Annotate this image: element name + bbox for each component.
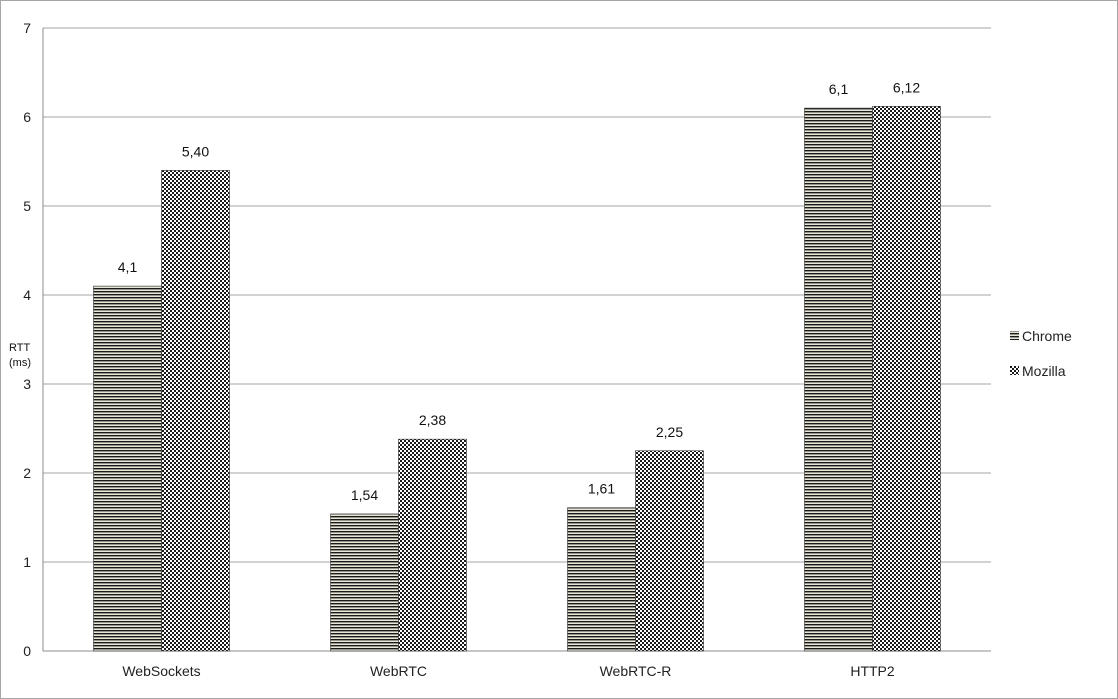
bars: [93, 106, 941, 652]
y-tick-label: 6: [23, 109, 31, 125]
category-labels: WebSockets WebRTC WebRTC-R HTTP2: [122, 663, 895, 679]
legend-swatch-mozilla: [1010, 366, 1019, 375]
y-tick-label: 2: [23, 465, 31, 481]
x-category-label: WebSockets: [122, 663, 200, 679]
bar-mozilla: [161, 170, 230, 652]
legend-item-chrome: Chrome: [1010, 328, 1072, 344]
bar-chrome: [567, 507, 636, 652]
legend-label-chrome: Chrome: [1022, 328, 1072, 344]
y-axis-title-line2: (ms): [9, 357, 31, 369]
y-tick-labels: 0 1 2 3 4 5 6 7: [23, 20, 31, 659]
data-label-mozilla: 2,25: [656, 424, 683, 440]
bar-chrome: [93, 285, 162, 652]
y-axis-title-line1: RTT: [9, 342, 30, 354]
y-tick-label: 1: [23, 554, 31, 570]
x-category-label: WebRTC-R: [600, 663, 672, 679]
data-label-mozilla: 5,40: [182, 143, 209, 159]
x-category-label: WebRTC: [370, 663, 427, 679]
legend: Chrome Mozilla: [1010, 328, 1072, 379]
y-tick-label: 5: [23, 198, 31, 214]
legend-swatch-chrome: [1010, 331, 1019, 340]
data-label-chrome: 6,1: [829, 81, 849, 97]
data-label-mozilla: 6,12: [893, 79, 920, 95]
bar-chrome: [330, 513, 399, 652]
data-label-mozilla: 2,38: [419, 412, 446, 428]
bar-mozilla: [635, 450, 704, 652]
data-label-chrome: 1,54: [351, 487, 378, 503]
data-label-chrome: 4,1: [118, 259, 138, 275]
legend-label-mozilla: Mozilla: [1022, 363, 1066, 379]
legend-item-mozilla: Mozilla: [1010, 363, 1066, 379]
data-label-chrome: 1,61: [588, 481, 615, 497]
y-tick-label: 4: [23, 287, 31, 303]
bar-mozilla: [872, 106, 941, 652]
y-tick-label: 7: [23, 20, 31, 36]
x-category-label: HTTP2: [850, 663, 895, 679]
data-labels: 4,1 5,40 1,54 2,38 1,61 2,25 6,1 6,12: [118, 79, 921, 503]
bar-mozilla: [398, 438, 467, 652]
y-tick-label: 3: [23, 376, 31, 392]
y-tick-label: 0: [23, 643, 31, 659]
bar-chrome: [804, 107, 873, 652]
